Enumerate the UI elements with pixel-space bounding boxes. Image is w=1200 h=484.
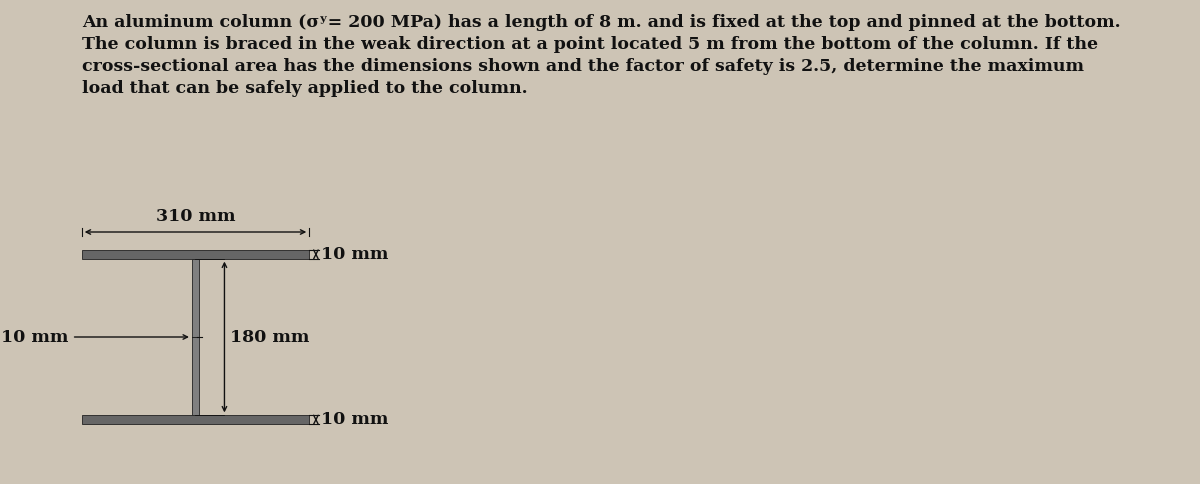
Text: 10 mm: 10 mm (320, 246, 389, 263)
Bar (82, 250, 310, 259)
Text: load that can be safely applied to the column.: load that can be safely applied to the c… (82, 80, 528, 97)
Text: 10 mm: 10 mm (1, 329, 68, 346)
Bar (82, 415, 310, 424)
Text: 10 mm: 10 mm (320, 411, 389, 428)
Text: 310 mm: 310 mm (156, 208, 235, 225)
Text: 180 mm: 180 mm (229, 329, 308, 346)
Text: cross-sectional area has the dimensions shown and the factor of safety is 2.5, d: cross-sectional area has the dimensions … (82, 58, 1084, 75)
Text: The column is braced in the weak direction at a point located 5 m from the botto: The column is braced in the weak directi… (82, 36, 1098, 53)
Bar (192, 259, 199, 415)
Text: An aluminum column (σʸ= 200 MPa) has a length of 8 m. and is fixed at the top an: An aluminum column (σʸ= 200 MPa) has a l… (82, 14, 1121, 31)
